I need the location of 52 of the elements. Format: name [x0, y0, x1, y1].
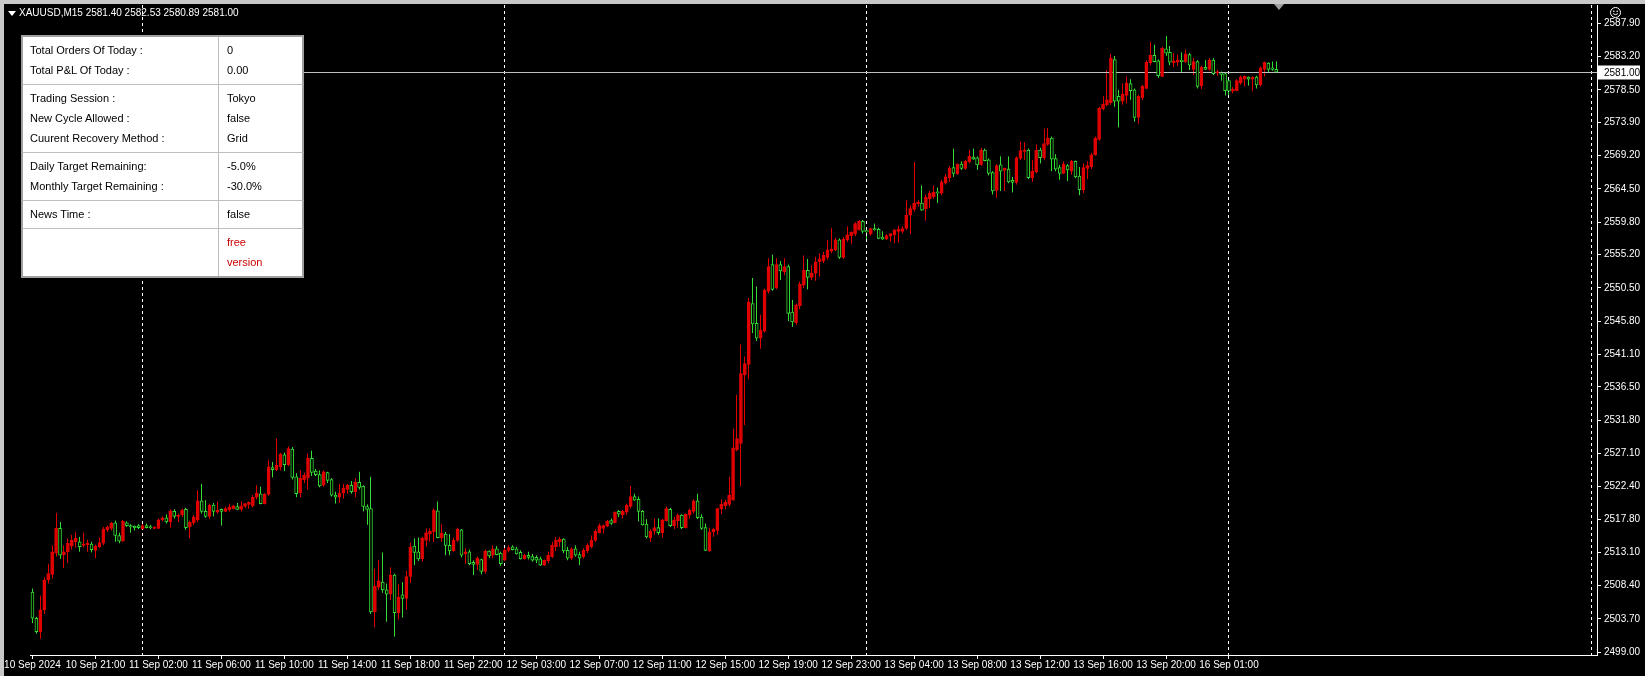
- y-tick-label: 2569.20: [1604, 149, 1641, 161]
- annotation: version: [226, 255, 264, 270]
- y-tick-label: 2578.50: [1604, 83, 1641, 95]
- x-tick-label: 12 Sep 03:00: [506, 658, 567, 670]
- annotation: Total Orders Of Today : 0: [30, 43, 235, 58]
- annotation: News Time : false: [30, 207, 252, 222]
- x-tick-label: 13 Sep 20:00: [1136, 658, 1197, 670]
- y-tick-label: 2555.20: [1604, 248, 1641, 260]
- annotation: Daily Target Remaining: -5.0%: [30, 159, 257, 174]
- y-tick-label: 2527.10: [1604, 447, 1641, 459]
- x-tick-label: 13 Sep 12:00: [1010, 658, 1071, 670]
- annotation: Trading Session : Tokyo: [30, 91, 257, 106]
- y-tick-label: 2559.80: [1604, 215, 1641, 227]
- y-tick-label: 2587.90: [1604, 17, 1641, 29]
- x-tick-label: 12 Sep 19:00: [758, 658, 819, 670]
- x-tick-label: 13 Sep 04:00: [884, 658, 945, 670]
- y-tick-label: 2564.50: [1604, 182, 1641, 194]
- y-tick-label: 2517.80: [1604, 512, 1641, 524]
- annotation: Cuurent Recovery Method : Grid: [30, 131, 249, 146]
- y-tick-label: 2536.50: [1604, 380, 1641, 392]
- x-tick-label: 11 Sep 10:00: [254, 658, 315, 670]
- chart-title: XAUUSD,M15 2581.40 2582.53 2580.89 2581.00: [19, 6, 239, 19]
- y-tick-label: 2545.80: [1604, 314, 1641, 326]
- y-tick-label: 2513.10: [1604, 546, 1641, 558]
- y-tick-label: 2583.20: [1604, 50, 1641, 62]
- x-tick-label: 11 Sep 02:00: [129, 658, 189, 670]
- y-tick-label: 2522.40: [1604, 480, 1641, 492]
- x-tick-label: 13 Sep 16:00: [1073, 658, 1134, 670]
- y-tick-label: 2503.70: [1604, 612, 1641, 624]
- x-tick-label: 11 Sep 14:00: [317, 658, 378, 670]
- x-tick-label: 13 Sep 08:00: [947, 658, 1008, 670]
- annotation: Total P&L Of Today : 0.00: [30, 63, 250, 78]
- x-tick-label: 12 Sep 11:00: [632, 658, 693, 670]
- annotation: Monthly Target Remaining : -30.0%: [30, 179, 263, 194]
- x-tick-label: 10 Sep 21:00: [65, 658, 126, 670]
- x-tick-label: 11 Sep 18:00: [380, 658, 441, 670]
- y-tick-label: 2550.50: [1604, 281, 1641, 293]
- y-tick-label: 2573.90: [1604, 116, 1641, 128]
- x-tick-label: 10 Sep 2024: [4, 658, 62, 670]
- x-tick-label: 12 Sep 15:00: [695, 658, 756, 670]
- annotation: free: [226, 235, 247, 250]
- x-tick-label: 12 Sep 23:00: [821, 658, 882, 670]
- ref-line-label: 2581.00: [1604, 66, 1641, 78]
- x-tick-label: 16 Sep 01:00: [1199, 658, 1260, 670]
- x-tick-label: 11 Sep 22:00: [443, 658, 504, 670]
- y-tick-label: 2508.40: [1604, 579, 1641, 591]
- x-tick-label: 11 Sep 06:00: [192, 658, 252, 670]
- y-tick-label: 2531.80: [1604, 413, 1641, 425]
- y-tick-label: 2541.10: [1604, 348, 1641, 360]
- y-tick-label: 2499.00: [1604, 645, 1641, 657]
- x-tick-label: 12 Sep 07:00: [569, 658, 630, 670]
- annotation: New Cycle Allowed : false: [30, 111, 252, 126]
